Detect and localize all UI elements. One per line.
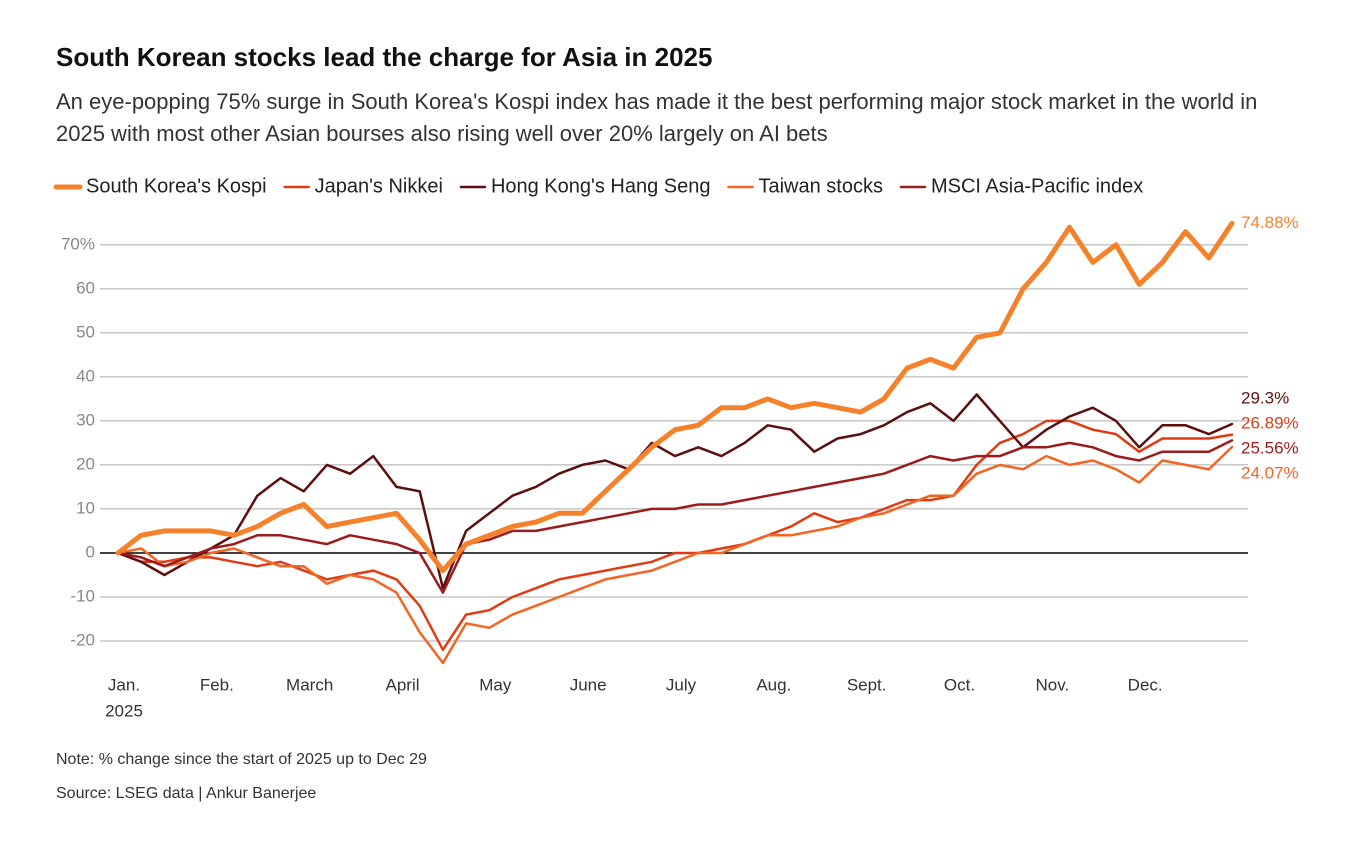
x-tick-label: Oct. (944, 675, 975, 694)
y-tick-label: 30 (76, 410, 95, 429)
legend-label: Taiwan stocks (758, 175, 883, 197)
y-tick-label: 50 (76, 322, 95, 341)
x-tick-label: Nov. (1035, 675, 1069, 694)
series-line (116, 445, 1234, 665)
y-tick-label: -10 (70, 586, 95, 605)
x-tick-label: Aug. (756, 675, 791, 694)
legend-label: Japan's Nikkei (315, 175, 443, 197)
y-tick-label: 0 (86, 542, 95, 561)
legend-label: Hong Kong's Hang Seng (491, 175, 711, 197)
y-tick-label: 70% (61, 234, 95, 253)
x-tick-label: April (385, 675, 419, 694)
x-tick-label: March (286, 675, 333, 694)
note: Note: % change since the start of 2025 u… (56, 751, 427, 768)
x-tick-label: Feb. (200, 675, 234, 694)
end-value-label: 26.89% (1241, 413, 1299, 432)
y-tick-label: 10 (76, 498, 95, 517)
end-value-label: 74.88% (1241, 213, 1299, 232)
y-tick-label: 60 (76, 278, 95, 297)
x-year-label: 2025 (105, 701, 143, 720)
x-tick-label: May (479, 675, 512, 694)
x-tick-label: June (570, 675, 607, 694)
series-line (116, 439, 1234, 594)
x-tick-label: Sept. (847, 675, 887, 694)
source: Source: LSEG data | Ankur Banerjee (56, 785, 317, 802)
chart-title: South Korean stocks lead the charge for … (56, 42, 713, 72)
series-line (116, 393, 1234, 590)
end-value-label: 24.07% (1241, 463, 1299, 482)
end-value-label: 25.56% (1241, 438, 1299, 457)
y-tick-label: -20 (70, 630, 95, 649)
legend-label: South Korea's Kospi (86, 175, 267, 197)
x-tick-label: July (666, 675, 697, 694)
y-tick-label: 20 (76, 454, 95, 473)
series-line (115, 220, 1235, 574)
y-tick-label: 40 (76, 366, 95, 385)
x-tick-label: Dec. (1128, 675, 1163, 694)
end-value-label: 29.3% (1241, 388, 1289, 407)
x-tick-label: Jan. (108, 675, 140, 694)
legend-label: MSCI Asia-Pacific index (931, 175, 1143, 197)
chart-subtitle: An eye-popping 75% surge in South Korea'… (56, 89, 1258, 146)
series-line (116, 419, 1234, 652)
